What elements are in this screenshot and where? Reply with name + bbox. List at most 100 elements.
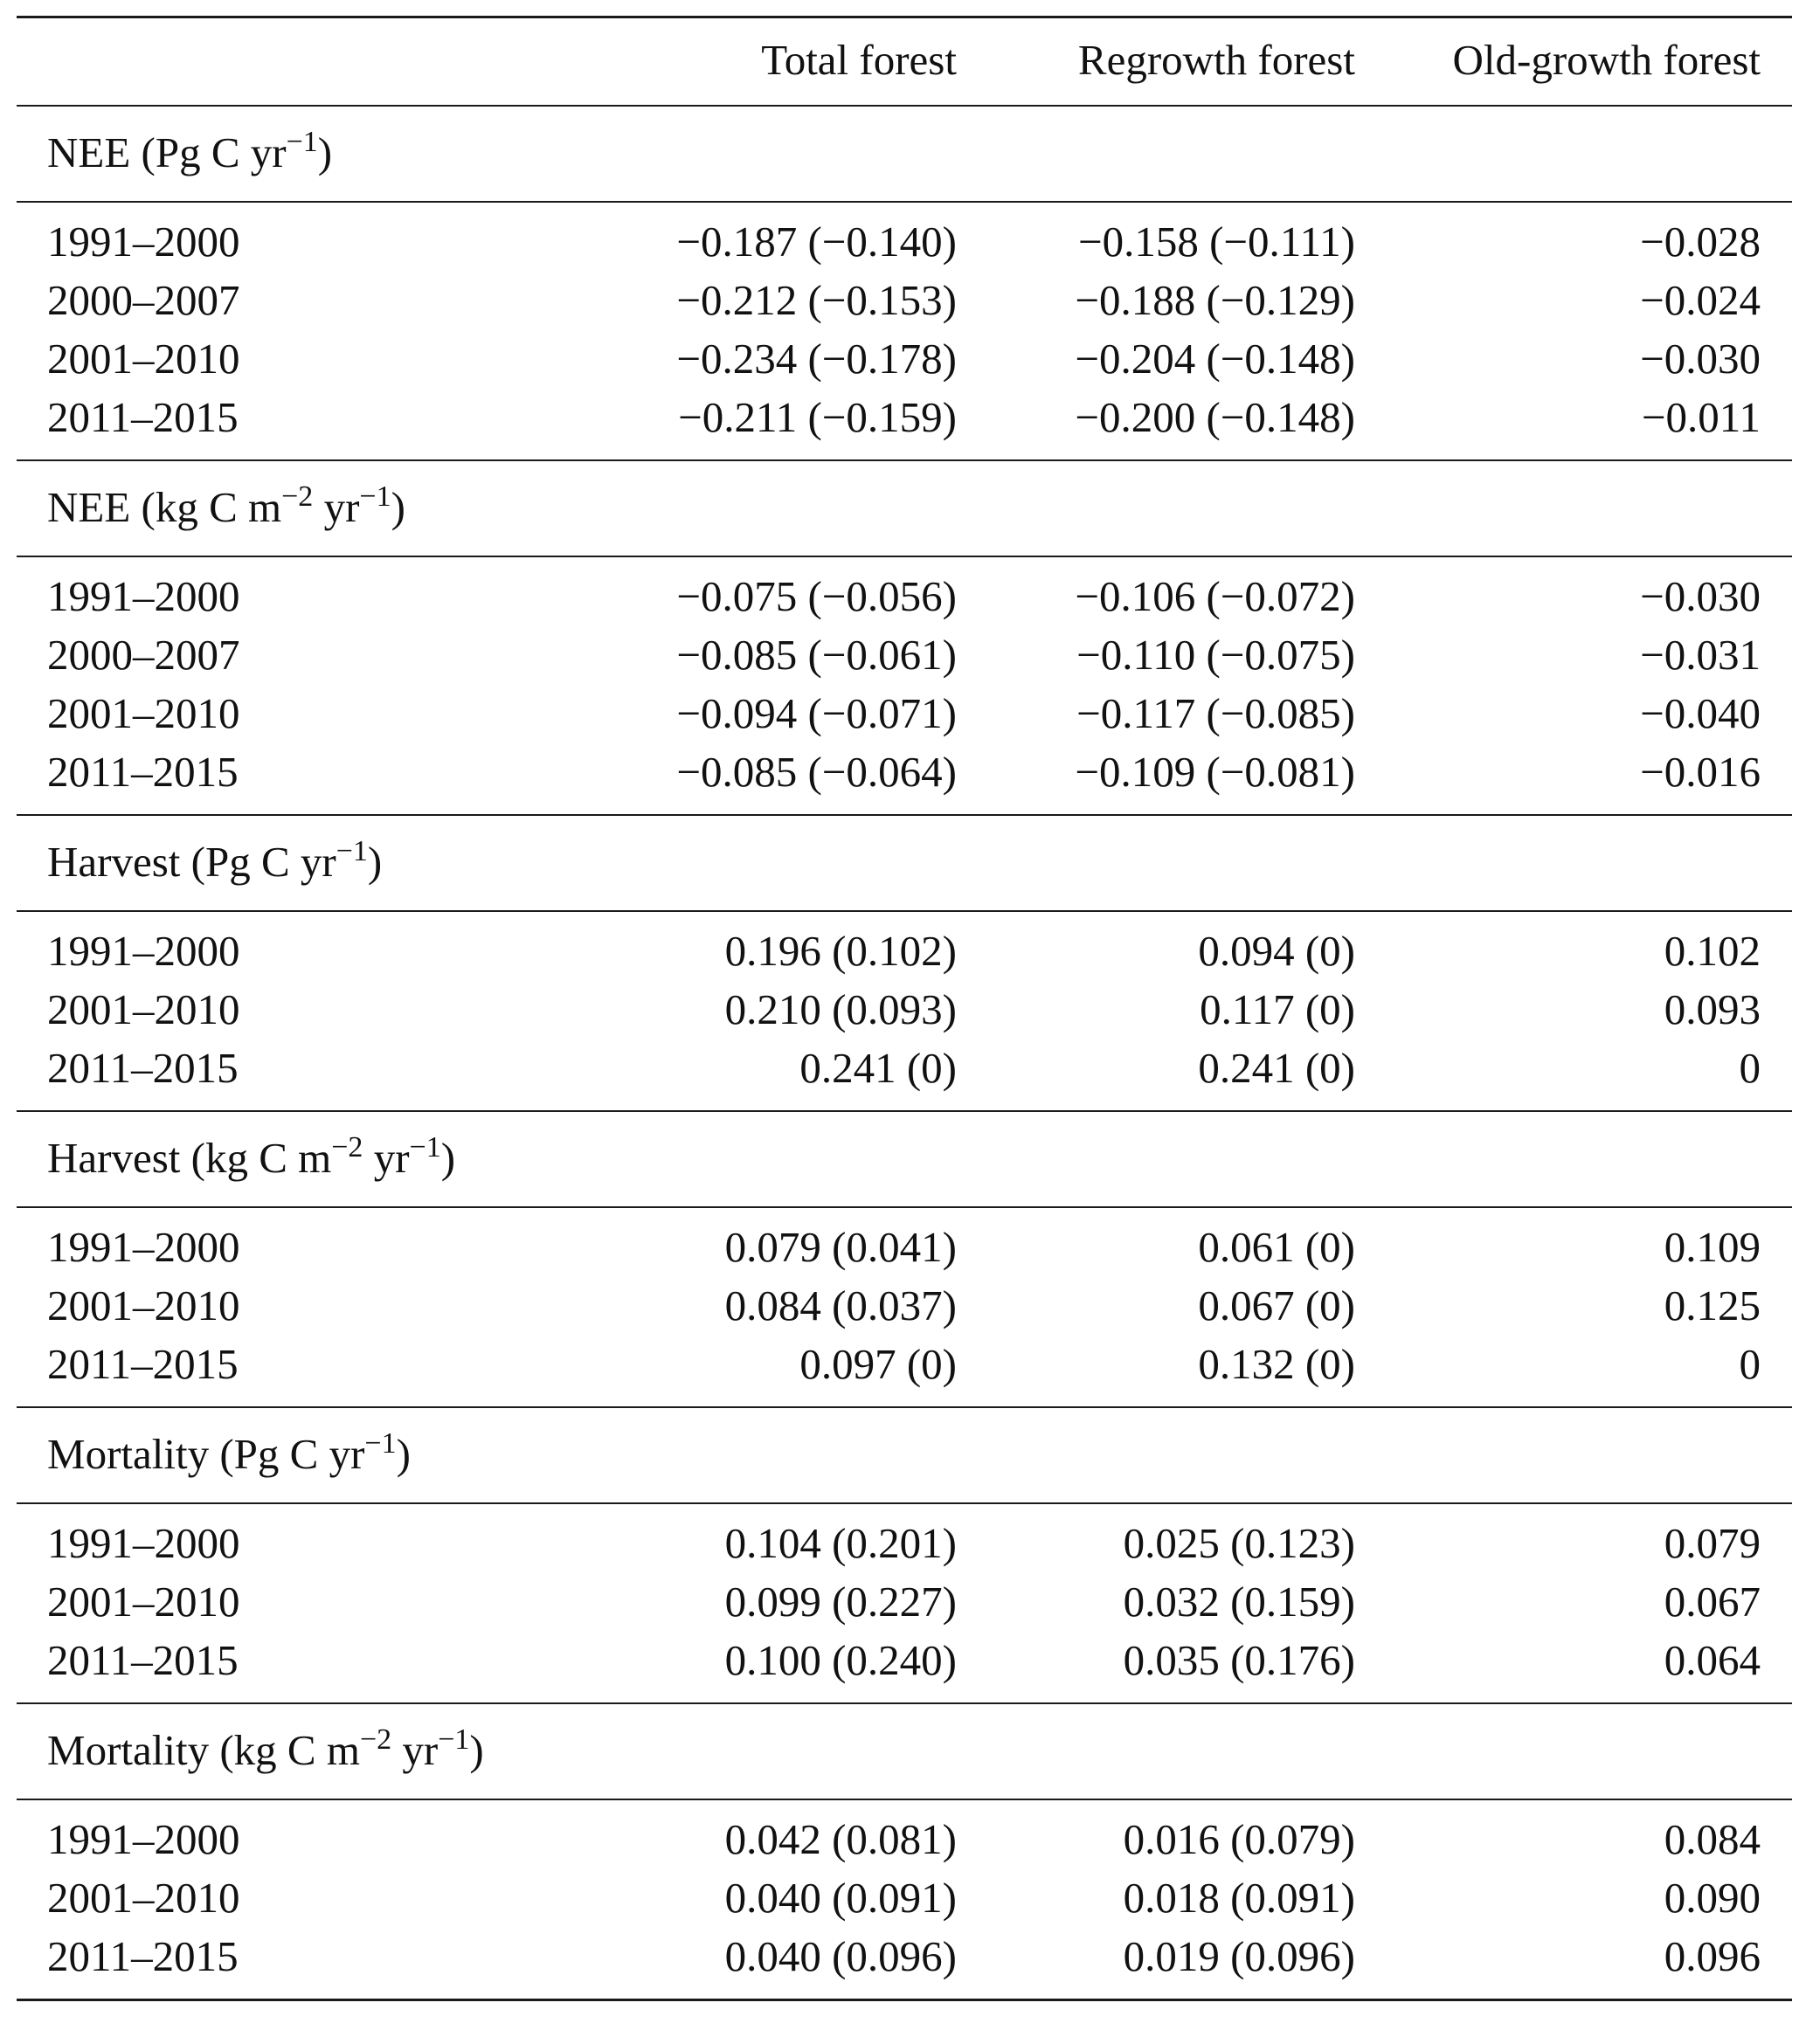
section-end-rule bbox=[17, 1110, 1792, 1112]
cell-old-growth-forest: −0.030 bbox=[1640, 572, 1761, 620]
cell-old-growth-forest: 0.096 bbox=[1664, 1932, 1761, 1980]
row-period: 2001–2010 bbox=[47, 689, 240, 737]
cell-total-forest: 0.084 (0.037) bbox=[724, 1281, 957, 1329]
column-header: Total forest bbox=[761, 36, 957, 84]
cell-old-growth-forest: 0.084 bbox=[1664, 1815, 1761, 1863]
cell-old-growth-forest: 0.079 bbox=[1664, 1519, 1761, 1567]
unit-exponent: −1 bbox=[364, 1427, 397, 1460]
row-period: 2001–2010 bbox=[47, 1281, 240, 1329]
table-bottom-rule bbox=[17, 1999, 1792, 2001]
cell-total-forest: 0.079 (0.041) bbox=[724, 1223, 957, 1271]
section-rule bbox=[17, 1502, 1792, 1504]
cell-regrowth-forest: −0.106 (−0.072) bbox=[1075, 572, 1355, 620]
section-end-rule bbox=[17, 1702, 1792, 1704]
section-label: Mortality (kg C m−2 yr−1) bbox=[47, 1723, 484, 1774]
cell-regrowth-forest: −0.188 (−0.129) bbox=[1075, 276, 1355, 324]
section-end-rule bbox=[17, 459, 1792, 461]
header-rule bbox=[17, 105, 1792, 107]
cell-old-growth-forest: 0 bbox=[1739, 1044, 1761, 1092]
cell-regrowth-forest: 0.025 (0.123) bbox=[1123, 1519, 1355, 1567]
cell-regrowth-forest: 0.117 (0) bbox=[1200, 985, 1355, 1033]
cell-regrowth-forest: −0.117 (−0.085) bbox=[1076, 689, 1355, 737]
cell-total-forest: 0.099 (0.227) bbox=[724, 1578, 957, 1626]
unit-exponent: −2 bbox=[359, 1723, 392, 1756]
cell-total-forest: −0.085 (−0.061) bbox=[676, 631, 957, 679]
unit-exponent: −1 bbox=[438, 1723, 470, 1756]
section-label: Harvest (kg C m−2 yr−1) bbox=[47, 1131, 456, 1182]
cell-total-forest: 0.100 (0.240) bbox=[724, 1636, 957, 1684]
cell-old-growth-forest: −0.011 bbox=[1641, 393, 1761, 441]
cell-total-forest: −0.085 (−0.064) bbox=[676, 748, 957, 796]
cell-old-growth-forest: 0.090 bbox=[1664, 1874, 1761, 1922]
row-period: 2001–2010 bbox=[47, 335, 240, 383]
section-rule bbox=[17, 1799, 1792, 1800]
table-top-rule bbox=[17, 16, 1792, 18]
cell-regrowth-forest: −0.110 (−0.075) bbox=[1076, 631, 1355, 679]
cell-old-growth-forest: 0.064 bbox=[1664, 1636, 1761, 1684]
row-period: 2001–2010 bbox=[47, 985, 240, 1033]
unit-exponent: −1 bbox=[336, 835, 368, 867]
section-rule bbox=[17, 910, 1792, 912]
cell-regrowth-forest: −0.109 (−0.081) bbox=[1075, 748, 1355, 796]
row-period: 2011–2015 bbox=[47, 1044, 239, 1092]
row-period: 1991–2000 bbox=[47, 1519, 240, 1567]
cell-old-growth-forest: −0.028 bbox=[1640, 218, 1761, 266]
cell-old-growth-forest: −0.024 bbox=[1640, 276, 1761, 324]
row-period: 1991–2000 bbox=[47, 572, 240, 620]
row-period: 2001–2010 bbox=[47, 1578, 240, 1626]
cell-regrowth-forest: −0.204 (−0.148) bbox=[1075, 335, 1355, 383]
section-rule bbox=[17, 556, 1792, 557]
section-label: Harvest (Pg C yr−1) bbox=[47, 835, 383, 886]
cell-regrowth-forest: 0.032 (0.159) bbox=[1123, 1578, 1355, 1626]
unit-exponent: −1 bbox=[409, 1131, 441, 1164]
row-period: 1991–2000 bbox=[47, 218, 240, 266]
row-period: 2011–2015 bbox=[47, 748, 239, 796]
cell-total-forest: 0.104 (0.201) bbox=[724, 1519, 957, 1567]
row-period: 1991–2000 bbox=[47, 1815, 240, 1863]
cell-old-growth-forest: 0.067 bbox=[1664, 1578, 1761, 1626]
cell-old-growth-forest: 0.102 bbox=[1664, 927, 1761, 975]
cell-old-growth-forest: 0.109 bbox=[1664, 1223, 1761, 1271]
row-period: 2000–2007 bbox=[47, 631, 240, 679]
cell-old-growth-forest: 0.125 bbox=[1664, 1281, 1761, 1329]
row-period: 1991–2000 bbox=[47, 927, 240, 975]
cell-regrowth-forest: 0.016 (0.079) bbox=[1123, 1815, 1355, 1863]
section-label: NEE (Pg C yr−1) bbox=[47, 126, 333, 176]
cell-total-forest: −0.075 (−0.056) bbox=[676, 572, 957, 620]
cell-old-growth-forest: −0.040 bbox=[1640, 689, 1761, 737]
cell-regrowth-forest: 0.019 (0.096) bbox=[1123, 1932, 1355, 1980]
cell-regrowth-forest: 0.067 (0) bbox=[1198, 1281, 1355, 1329]
column-header: Old-growth forest bbox=[1452, 36, 1761, 84]
cell-regrowth-forest: 0.035 (0.176) bbox=[1123, 1636, 1355, 1684]
cell-total-forest: −0.187 (−0.140) bbox=[676, 218, 957, 266]
cell-regrowth-forest: −0.200 (−0.148) bbox=[1075, 393, 1355, 441]
cell-old-growth-forest: 0 bbox=[1739, 1340, 1761, 1388]
section-label: NEE (kg C m−2 yr−1) bbox=[47, 480, 405, 531]
section-end-rule bbox=[17, 1406, 1792, 1408]
row-period: 2011–2015 bbox=[47, 393, 239, 441]
cell-old-growth-forest: −0.031 bbox=[1640, 631, 1761, 679]
cell-total-forest: 0.196 (0.102) bbox=[724, 927, 957, 975]
cell-total-forest: 0.097 (0) bbox=[799, 1340, 957, 1388]
cell-total-forest: 0.040 (0.091) bbox=[724, 1874, 957, 1922]
cell-total-forest: −0.094 (−0.071) bbox=[676, 689, 957, 737]
cell-total-forest: −0.212 (−0.153) bbox=[676, 276, 957, 324]
unit-exponent: −1 bbox=[359, 480, 391, 513]
cell-regrowth-forest: 0.094 (0) bbox=[1198, 927, 1355, 975]
row-period: 2011–2015 bbox=[47, 1636, 239, 1684]
cell-total-forest: 0.042 (0.081) bbox=[724, 1815, 957, 1863]
cell-regrowth-forest: −0.158 (−0.111) bbox=[1077, 218, 1355, 266]
cell-regrowth-forest: 0.241 (0) bbox=[1198, 1044, 1355, 1092]
section-rule bbox=[17, 1206, 1792, 1208]
unit-exponent: −2 bbox=[281, 480, 314, 513]
cell-old-growth-forest: −0.016 bbox=[1640, 748, 1761, 796]
cell-total-forest: 0.210 (0.093) bbox=[724, 985, 957, 1033]
cell-old-growth-forest: −0.030 bbox=[1640, 335, 1761, 383]
unit-exponent: −1 bbox=[286, 126, 318, 158]
row-period: 1991–2000 bbox=[47, 1223, 240, 1271]
column-header: Regrowth forest bbox=[1077, 36, 1355, 84]
cell-regrowth-forest: 0.061 (0) bbox=[1198, 1223, 1355, 1271]
section-label: Mortality (Pg C yr−1) bbox=[47, 1427, 411, 1478]
row-period: 2001–2010 bbox=[47, 1874, 240, 1922]
cell-total-forest: −0.234 (−0.178) bbox=[676, 335, 957, 383]
